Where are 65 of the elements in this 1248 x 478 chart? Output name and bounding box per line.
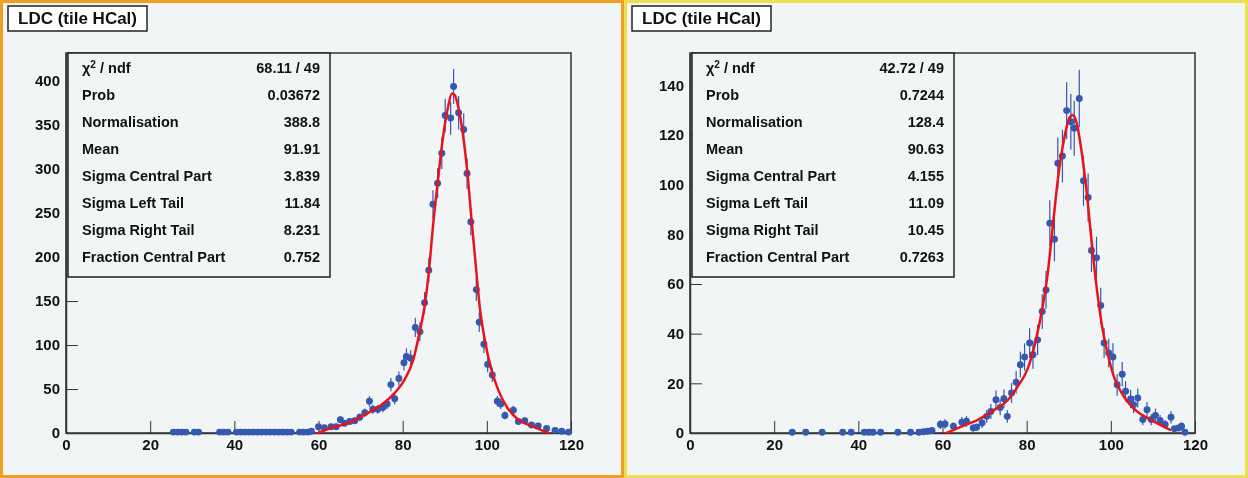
annotation: Normalisation bbox=[82, 114, 179, 130]
chart-title: LDC (tile HCal) bbox=[18, 9, 137, 28]
annotation: Sigma Central Part bbox=[82, 168, 212, 184]
y-tick-label: 150 bbox=[34, 292, 60, 310]
x-tick-label: 40 bbox=[850, 435, 868, 453]
annotation: 11.09 bbox=[908, 195, 944, 211]
x-tick-label: 0 bbox=[62, 435, 71, 453]
annotation: Fraction Central Part bbox=[82, 249, 226, 265]
annotation: χ$^{2}$ / ndf bbox=[82, 58, 131, 76]
annotation: Mean bbox=[82, 141, 120, 157]
x-tick-label: 120 bbox=[558, 435, 585, 453]
x-tick-label: 120 bbox=[1182, 435, 1209, 453]
x-tick-label: 40 bbox=[226, 435, 244, 453]
x-tick-label: 20 bbox=[142, 435, 160, 453]
y-tick-label: 100 bbox=[658, 175, 684, 193]
annotation: 128.4 bbox=[907, 114, 944, 130]
annotation: 11.84 bbox=[284, 195, 320, 211]
annotation: 0.752 bbox=[283, 249, 320, 265]
y-tick-label: 100 bbox=[34, 336, 60, 354]
annotation: 91.91 bbox=[283, 141, 320, 157]
annotation: 0.03672 bbox=[267, 87, 320, 103]
x-tick-label: 60 bbox=[310, 435, 328, 453]
annotation: 0.7244 bbox=[899, 87, 944, 103]
x-tick-label: 100 bbox=[474, 435, 500, 453]
annotation: 42.72 / 49 bbox=[879, 60, 944, 76]
y-tick-label: 50 bbox=[43, 380, 60, 398]
annotation: Fraction Central Part bbox=[706, 249, 850, 265]
annotation: Sigma Left Tail bbox=[82, 195, 185, 211]
x-tick-label: 20 bbox=[766, 435, 784, 453]
y-tick-label: 0 bbox=[51, 424, 60, 442]
y-tick-label: 350 bbox=[34, 116, 60, 134]
y-tick-label: 0 bbox=[675, 424, 684, 442]
annotation: 90.63 bbox=[907, 141, 944, 157]
annotation: Sigma Right Tail bbox=[82, 222, 195, 238]
y-tick-label: 80 bbox=[667, 225, 684, 243]
annotation: Prob bbox=[706, 87, 740, 103]
annotation: Sigma Central Part bbox=[706, 168, 836, 184]
y-tick-label: 250 bbox=[34, 204, 60, 222]
y-tick-label: 300 bbox=[34, 160, 60, 178]
y-tick-label: 120 bbox=[658, 126, 684, 144]
x-tick-label: 80 bbox=[1018, 435, 1036, 453]
annotation: χ$^{2}$ / ndf bbox=[706, 58, 755, 76]
y-tick-label: 20 bbox=[667, 374, 684, 392]
annotation: Mean bbox=[706, 141, 744, 157]
y-tick-label: 60 bbox=[667, 275, 684, 293]
annotation: 4.155 bbox=[907, 168, 944, 184]
y-tick-label: 40 bbox=[667, 324, 684, 342]
annotation: Sigma Right Tail bbox=[706, 222, 819, 238]
x-tick-label: 100 bbox=[1098, 435, 1124, 453]
chart-title: LDC (tile HCal) bbox=[642, 9, 761, 28]
annotation: Normalisation bbox=[706, 114, 803, 130]
annotation: 8.231 bbox=[283, 222, 320, 238]
annotation: 0.7263 bbox=[899, 249, 944, 265]
annotation: 3.839 bbox=[283, 168, 320, 184]
x-tick-label: 80 bbox=[394, 435, 412, 453]
annotation: Prob bbox=[82, 87, 116, 103]
annotation: 10.45 bbox=[907, 222, 944, 238]
y-tick-label: 140 bbox=[658, 76, 684, 94]
annotation: 68.11 / 49 bbox=[256, 60, 320, 76]
x-tick-label: 0 bbox=[686, 435, 695, 453]
annotation: 388.8 bbox=[283, 114, 320, 130]
y-tick-label: 200 bbox=[34, 248, 60, 266]
y-tick-label: 400 bbox=[34, 72, 60, 90]
annotation: Sigma Left Tail bbox=[706, 195, 809, 211]
x-tick-label: 60 bbox=[934, 435, 952, 453]
